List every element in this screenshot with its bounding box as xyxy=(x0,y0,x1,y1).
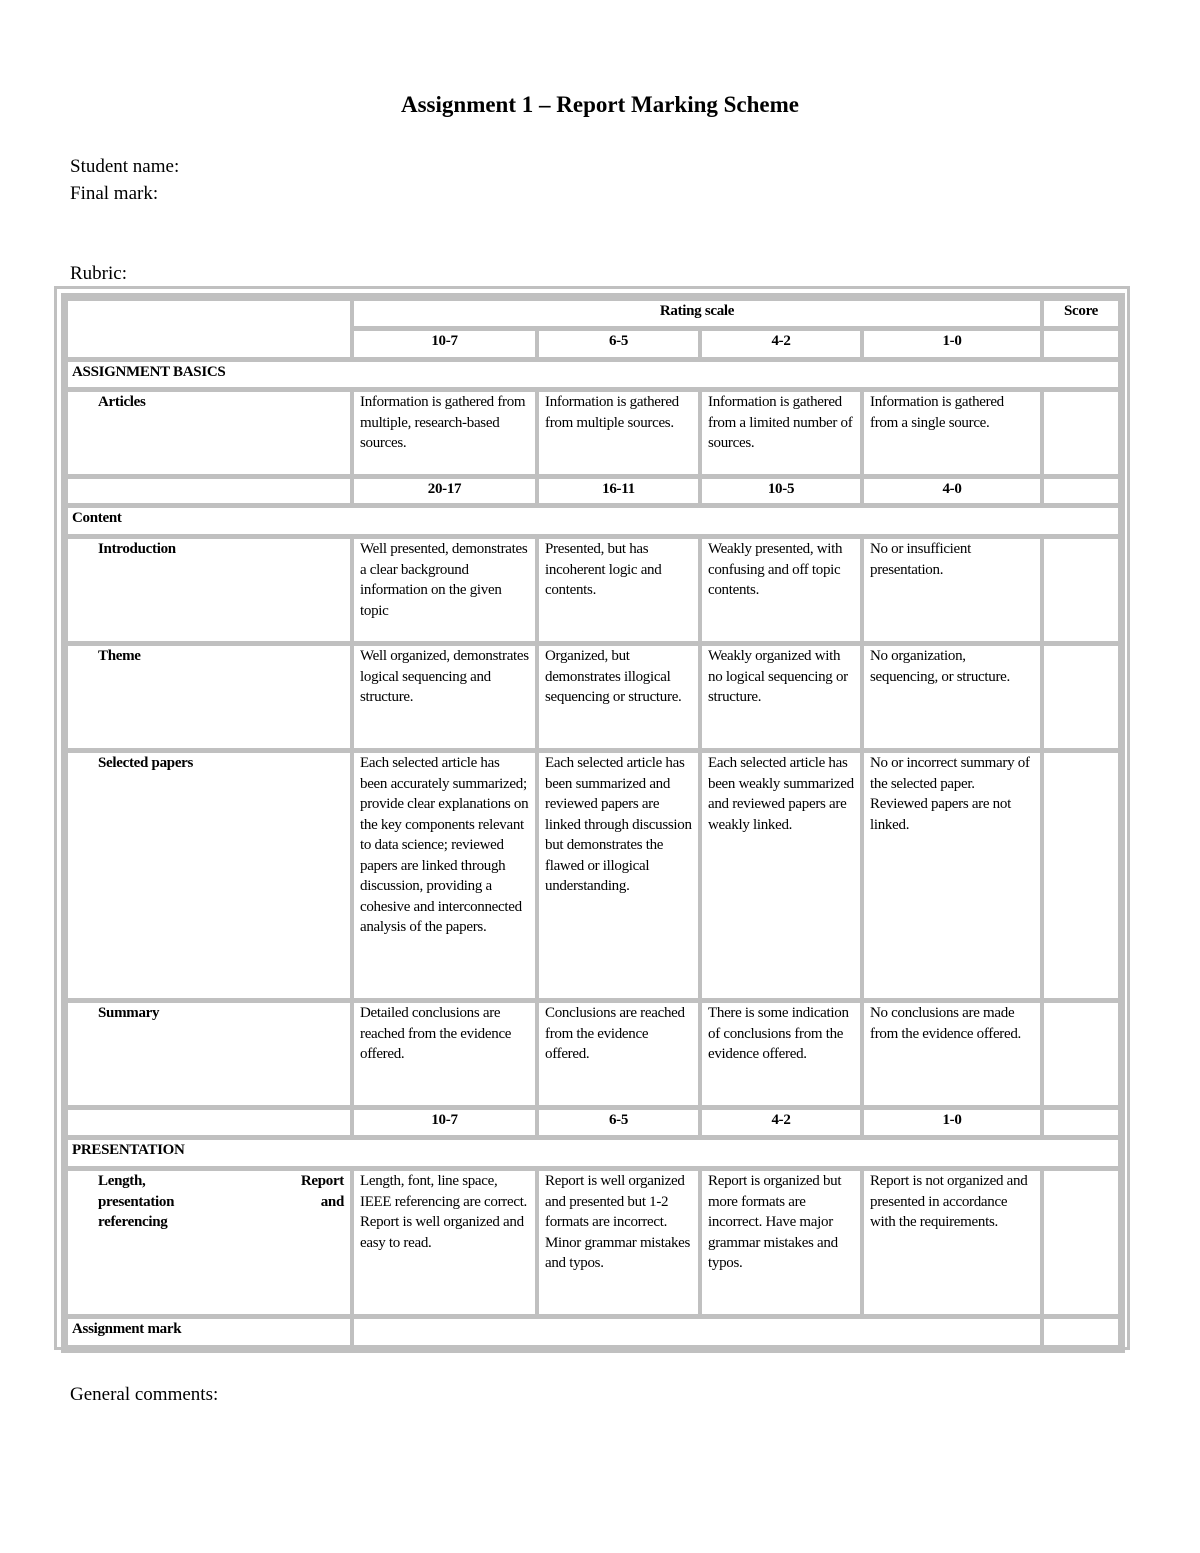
row-label: Length, Report presentation and referencin… xyxy=(68,1171,350,1314)
score-cell xyxy=(1044,1003,1118,1105)
label-part: referencing xyxy=(98,1214,168,1230)
criteria-cell: Conclusions are reached from the evidenc… xyxy=(539,1003,698,1105)
range-cell: 1-0 xyxy=(864,331,1040,357)
table-row-selected-papers: Selected papers Each selected article ha… xyxy=(68,753,1118,998)
row-label: Selected papers xyxy=(68,753,350,998)
criteria-cell: Information is gathered from multiple, r… xyxy=(354,392,535,474)
criteria-cell: Presented, but has incoherent logic and … xyxy=(539,539,698,641)
label-part: presentation xyxy=(98,1193,175,1210)
assignment-mark-score xyxy=(1044,1319,1118,1345)
rating-scale-header: Rating scale xyxy=(354,301,1040,326)
criteria-cell: There is some indication of conclusions … xyxy=(702,1003,860,1105)
criteria-cell: No or insufficient presentation. xyxy=(864,539,1040,641)
criteria-cell: No organization, sequencing, or structur… xyxy=(864,646,1040,748)
range-cell: 10-7 xyxy=(354,331,535,357)
section-presentation: PRESENTATION xyxy=(68,1140,1118,1166)
empty-cell xyxy=(68,1110,350,1135)
criteria-cell: Each selected article has been accuratel… xyxy=(354,753,535,998)
assignment-mark-label: Assignment mark xyxy=(68,1319,350,1345)
criteria-cell: No conclusions are made from the evidenc… xyxy=(864,1003,1040,1105)
label-part: Report xyxy=(300,1173,344,1189)
score-cell xyxy=(1044,753,1118,998)
score-cell xyxy=(1044,539,1118,641)
range-cell: 4-2 xyxy=(702,331,860,357)
table-row-introduction: Introduction Well presented, demonstrate… xyxy=(68,539,1118,641)
score-header: Score xyxy=(1044,301,1118,326)
section-content: Content xyxy=(68,508,1118,534)
final-mark-label: Final mark: xyxy=(70,183,159,204)
range-cell: 10-7 xyxy=(354,1110,535,1135)
row-label: Summary xyxy=(68,1003,350,1105)
general-comments-label: General comments: xyxy=(70,1384,219,1405)
range-cell: 20-17 xyxy=(354,479,535,503)
criteria-cell: Weakly presented, with confusing and off… xyxy=(702,539,860,641)
page-title: Assignment 1 – Report Marking Scheme xyxy=(401,92,799,117)
score-cell xyxy=(1044,331,1118,357)
table-row-theme: Theme Well organized, demonstrates logic… xyxy=(68,646,1118,748)
score-cell xyxy=(1044,392,1118,474)
criteria-cell: No or incorrect summary of the selected … xyxy=(864,753,1040,998)
range-cell: 4-2 xyxy=(702,1110,860,1135)
row-label: Articles xyxy=(68,392,350,474)
row-label: Theme xyxy=(68,646,350,748)
student-name-label: Student name: xyxy=(70,156,180,177)
criteria-cell: Organized, but demonstrates illogical se… xyxy=(539,646,698,748)
range-cell: 6-5 xyxy=(539,331,698,357)
range-cell: 6-5 xyxy=(539,1110,698,1135)
range-cell: 10-5 xyxy=(702,479,860,503)
criteria-cell: Report is well organized and presented b… xyxy=(539,1171,698,1314)
row-label: Introduction xyxy=(68,539,350,641)
assignment-mark-empty xyxy=(354,1319,1040,1345)
criteria-cell: Detailed conclusions are reached from th… xyxy=(354,1003,535,1105)
criteria-cell: Each selected article has been summarize… xyxy=(539,753,698,998)
score-cell xyxy=(1044,1110,1118,1135)
criteria-cell: Weakly organized with no logical sequenc… xyxy=(702,646,860,748)
table-row-articles: Articles Information is gathered from mu… xyxy=(68,392,1118,474)
criteria-cell: Report is organized but more formats are… xyxy=(702,1171,860,1314)
criteria-cell: Well organized, demonstrates logical seq… xyxy=(354,646,535,748)
range-cell: 16-11 xyxy=(539,479,698,503)
criteria-cell: Information is gathered from a single so… xyxy=(864,392,1040,474)
rubric-table: Rating scale Score 10-7 6-5 4-2 1-0 ASSI… xyxy=(61,293,1125,1353)
score-cell xyxy=(1044,479,1118,503)
criteria-cell: Each selected article has been weakly su… xyxy=(702,753,860,998)
section-assignment-basics: ASSIGNMENT BASICS xyxy=(68,362,1118,387)
score-cell xyxy=(1044,1171,1118,1314)
label-part: and xyxy=(320,1193,345,1210)
score-cell xyxy=(1044,646,1118,748)
empty-cell xyxy=(68,479,350,503)
criteria-cell: Report is not organized and presented in… xyxy=(864,1171,1040,1314)
table-row-summary: Summary Detailed conclusions are reached… xyxy=(68,1003,1118,1105)
criteria-cell: Length, font, line space, IEEE referenci… xyxy=(354,1171,535,1314)
label-part: Length, xyxy=(98,1173,146,1189)
table-row-length: Length, Report presentation and referencin… xyxy=(68,1171,1118,1314)
criteria-cell: Information is gathered from multiple so… xyxy=(539,392,698,474)
range-cell: 4-0 xyxy=(864,479,1040,503)
header-empty-cell xyxy=(68,301,350,357)
criteria-cell: Information is gathered from a limited n… xyxy=(702,392,860,474)
rubric-label: Rubric: xyxy=(70,263,127,284)
criteria-cell: Well presented, demonstrates a clear bac… xyxy=(354,539,535,641)
range-cell: 1-0 xyxy=(864,1110,1040,1135)
